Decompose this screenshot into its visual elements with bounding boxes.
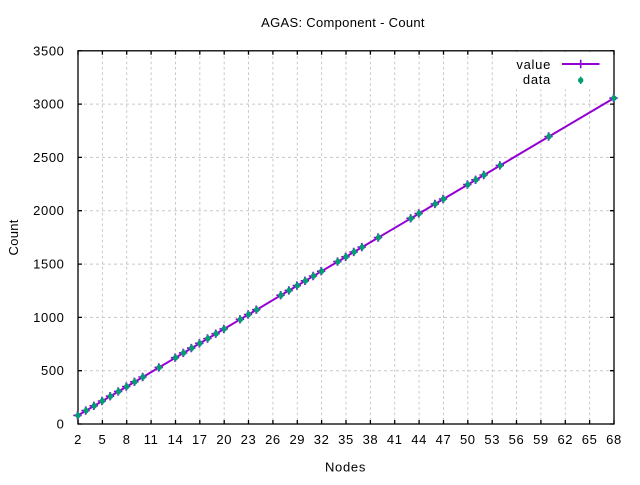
svg-text:8: 8	[123, 432, 131, 447]
svg-text:62: 62	[557, 432, 573, 447]
svg-text:500: 500	[41, 363, 65, 378]
svg-text:56: 56	[509, 432, 525, 447]
svg-text:47: 47	[436, 432, 452, 447]
svg-text:2500: 2500	[33, 150, 64, 165]
svg-text:data: data	[523, 72, 551, 87]
svg-text:50: 50	[460, 432, 476, 447]
svg-text:32: 32	[314, 432, 330, 447]
svg-text:68: 68	[606, 432, 622, 447]
svg-text:value: value	[516, 57, 551, 72]
svg-text:59: 59	[533, 432, 549, 447]
svg-text:0: 0	[57, 417, 65, 432]
svg-text:Nodes: Nodes	[325, 460, 366, 475]
svg-text:41: 41	[387, 432, 403, 447]
svg-text:20: 20	[216, 432, 232, 447]
svg-text:2: 2	[74, 432, 82, 447]
svg-text:1000: 1000	[33, 310, 64, 325]
svg-text:1500: 1500	[33, 257, 64, 272]
svg-text:Count: Count	[6, 219, 21, 255]
svg-text:35: 35	[338, 432, 354, 447]
svg-text:3000: 3000	[33, 97, 64, 112]
svg-text:29: 29	[289, 432, 305, 447]
svg-text:44: 44	[411, 432, 427, 447]
svg-text:65: 65	[582, 432, 598, 447]
svg-text:38: 38	[363, 432, 379, 447]
svg-text:26: 26	[265, 432, 281, 447]
svg-text:11: 11	[144, 432, 159, 447]
svg-text:2000: 2000	[33, 203, 64, 218]
svg-text:5: 5	[98, 432, 106, 447]
svg-text:17: 17	[192, 432, 208, 447]
svg-text:23: 23	[241, 432, 257, 447]
svg-text:3500: 3500	[33, 43, 64, 58]
svg-text:AGAS: Component - Count: AGAS: Component - Count	[261, 15, 425, 30]
svg-text:14: 14	[168, 432, 184, 447]
svg-text:53: 53	[484, 432, 500, 447]
